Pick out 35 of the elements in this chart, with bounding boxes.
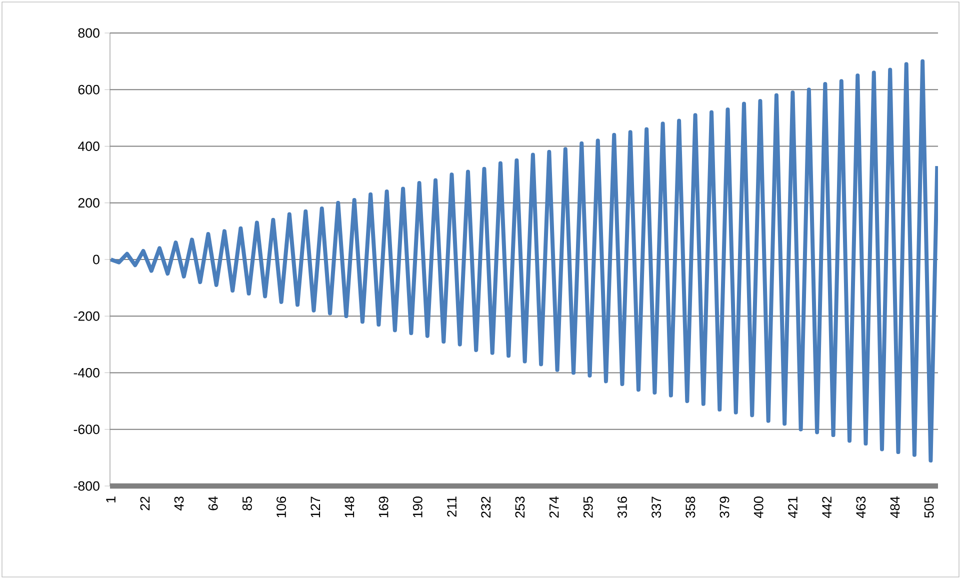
x-tick-label: 400 <box>754 496 764 518</box>
y-tick-label: 0 <box>93 254 100 264</box>
x-tick-label: 43 <box>174 496 184 511</box>
y-tick-label: -200 <box>74 311 100 321</box>
x-tick-label: 106 <box>276 496 286 518</box>
x-tick-label: 148 <box>344 496 354 518</box>
x-tick-label: 22 <box>140 496 150 510</box>
y-tick-label: 800 <box>78 28 100 38</box>
x-tick-label: 316 <box>618 496 627 518</box>
x-tick-label: 358 <box>686 496 696 518</box>
x-tick-label: 505 <box>924 496 934 518</box>
x-tick-label: 274 <box>549 496 559 518</box>
x-tick-label: 1 <box>106 496 116 502</box>
x-tick-label: 295 <box>583 496 593 518</box>
y-tick-label: 200 <box>78 198 100 208</box>
x-tick-label: 484 <box>890 496 900 518</box>
y-tick-label: -400 <box>74 368 100 378</box>
x-tick-label: 421 <box>788 496 798 518</box>
x-tick-label: 85 <box>242 496 252 510</box>
x-tick-label: 190 <box>412 496 422 518</box>
x-tick-label: 211 <box>447 496 456 517</box>
x-tick-label: 463 <box>856 496 866 518</box>
x-tick-label: 337 <box>652 496 662 518</box>
x-tick-label: 442 <box>822 496 832 518</box>
line-series <box>110 59 938 463</box>
x-tick-label: 169 <box>378 496 388 518</box>
x-tick-label: 379 <box>720 496 730 518</box>
x-tick-label: 64 <box>208 496 218 510</box>
x-tick-label: 127 <box>310 496 320 518</box>
x-tick-label: 253 <box>515 496 525 518</box>
y-tick-label: -800 <box>74 481 100 491</box>
y-tick-label: 600 <box>78 84 100 94</box>
x-tick-label: 232 <box>481 496 491 518</box>
y-tick-label: -600 <box>74 424 100 434</box>
y-tick-label: 400 <box>78 142 100 151</box>
